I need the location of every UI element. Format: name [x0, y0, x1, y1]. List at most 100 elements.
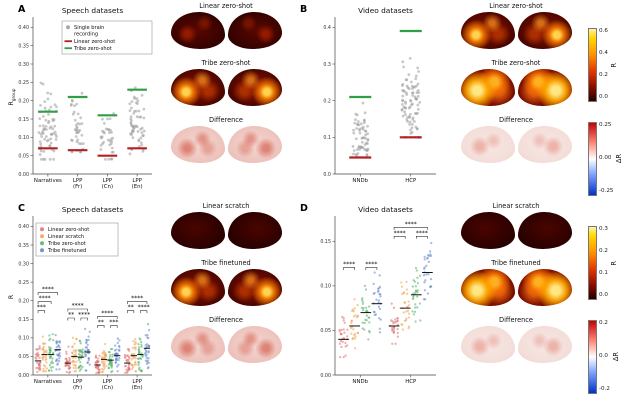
- panel-c-brain-maps: Linear scratch Tribe finetuned Differenc…: [156, 202, 296, 373]
- svg-text:Linear scratch: Linear scratch: [48, 234, 84, 240]
- chart-title: Video datasets: [358, 6, 413, 15]
- data-points: [34, 323, 151, 375]
- svg-text:0.15: 0.15: [18, 117, 29, 123]
- svg-text:LPP: LPP: [73, 379, 83, 385]
- colorbar-ticks: 0.2 0.0 -0.2: [599, 320, 610, 393]
- brain-pair: [460, 212, 572, 249]
- colorbar-diverging-gradient: [588, 122, 597, 196]
- brain-left-hemisphere: [170, 12, 225, 49]
- brain-left-hemisphere: [170, 69, 225, 106]
- colorbar-r-video-zeroshot: 0.6 0.4 0.2 0.0 R: [588, 28, 618, 102]
- svg-text:0.40: 0.40: [18, 25, 29, 31]
- data-points: [37, 81, 147, 161]
- panel-d-brain-maps: Linear scratch Tribe finetuned Differenc…: [446, 202, 586, 373]
- svg-text:0.10: 0.10: [320, 284, 331, 290]
- axes: 0.00 0.05 0.10 0.15 0.20 0.25 0.30 0.35 0.40 Narr…: [8, 216, 152, 391]
- axes: 0.0 0.1 0.2 0.3 0.4 NNDb HCP: [323, 17, 436, 184]
- panel-c-label: C: [18, 203, 25, 214]
- svg-text:0.15: 0.15: [18, 317, 29, 323]
- chart-title: Speech datasets: [62, 6, 124, 15]
- colorbar-diverging-gradient: [588, 320, 597, 394]
- svg-text:0.05: 0.05: [320, 328, 331, 334]
- data-points: [349, 29, 422, 159]
- panel-d-label: D: [300, 203, 308, 214]
- svg-text:****: ****: [365, 261, 377, 268]
- svg-text:0.00: 0.00: [320, 373, 331, 379]
- svg-text:(En): (En): [132, 385, 143, 391]
- brain-row-title: Difference: [499, 116, 533, 124]
- brain-left-hemisphere: [460, 269, 515, 306]
- svg-text:0.0: 0.0: [323, 172, 331, 178]
- svg-text:0.20: 0.20: [18, 299, 29, 305]
- brain-row-difference: Difference: [446, 316, 586, 363]
- svg-text:(Fr): (Fr): [73, 385, 82, 391]
- brain-right-hemisphere: [517, 12, 572, 49]
- brain-left-hemisphere: [170, 269, 225, 306]
- brain-pair: [170, 126, 282, 163]
- brain-row-title: Tribe finetuned: [201, 259, 251, 267]
- svg-text:Tribe finetuned: Tribe finetuned: [47, 248, 86, 254]
- svg-text:0.40: 0.40: [18, 224, 29, 230]
- brain-row-difference: Difference: [156, 116, 296, 163]
- brain-right-hemisphere: [227, 126, 282, 163]
- svg-text:****: ****: [394, 230, 406, 237]
- brain-row-title: Difference: [209, 116, 243, 124]
- svg-text:0.15: 0.15: [320, 239, 331, 245]
- brain-pair: [170, 212, 282, 249]
- svg-text:****: ****: [343, 261, 355, 268]
- brain-row-title: Tribe zero-shot: [201, 59, 251, 67]
- colorbar-r-video-finetuned: 0.3 0.2 0.1 0.0 R: [588, 226, 618, 300]
- svg-text:***: ***: [37, 304, 46, 311]
- svg-text:0.25: 0.25: [18, 280, 29, 286]
- svg-text:**: **: [128, 304, 134, 311]
- svg-text:****: ****: [39, 295, 51, 302]
- svg-text:Tribe zero-shot: Tribe zero-shot: [73, 46, 112, 52]
- brain-left-hemisphere: [460, 126, 515, 163]
- svg-text:(Cn): (Cn): [102, 184, 113, 190]
- axes: 0.00 0.05 0.10 0.15 NNDb HCP: [320, 216, 436, 385]
- brain-row-title: Linear zero-shot: [489, 2, 543, 10]
- svg-text:LPP: LPP: [132, 178, 142, 184]
- svg-text:****: ****: [72, 303, 84, 310]
- colorbar-label: R: [609, 62, 618, 68]
- significance-annotations: **** **** **** **** ****: [343, 221, 428, 270]
- colorbar-ticks: 0.25 0.00 -0.25: [599, 122, 614, 195]
- brain-left-hemisphere: [170, 326, 225, 363]
- brain-row-tribe-zero-shot: Tribe zero-shot: [156, 59, 296, 106]
- brain-left-hemisphere: [170, 126, 225, 163]
- data-points: [338, 241, 433, 359]
- brain-left-hemisphere: [460, 212, 515, 249]
- svg-text:NNDb: NNDb: [352, 379, 368, 385]
- svg-text:****: ****: [78, 312, 90, 319]
- svg-text:0.00: 0.00: [18, 172, 29, 178]
- brain-right-hemisphere: [227, 269, 282, 306]
- colorbar-hot-gradient: [588, 226, 597, 300]
- brain-left-hemisphere: [170, 212, 225, 249]
- brain-right-hemisphere: [517, 269, 572, 306]
- brain-row-linear-scratch: Linear scratch: [156, 202, 296, 249]
- colorbar-hot-gradient: [588, 28, 597, 102]
- brain-right-hemisphere: [227, 12, 282, 49]
- brain-right-hemisphere: [227, 326, 282, 363]
- brain-left-hemisphere: [460, 12, 515, 49]
- brain-row-tribe-finetuned: Tribe finetuned: [156, 259, 296, 306]
- svg-text:Linear zero-shot: Linear zero-shot: [74, 39, 115, 45]
- svg-text:0.25: 0.25: [18, 80, 29, 86]
- svg-text:0.35: 0.35: [18, 243, 29, 249]
- brain-row-title: Linear scratch: [202, 202, 250, 210]
- brain-row-title: Tribe finetuned: [491, 259, 541, 267]
- brain-row-linear-zero-shot: Linear zero-shot: [446, 2, 586, 49]
- svg-text:0.00: 0.00: [18, 373, 29, 379]
- svg-text:****: ****: [405, 221, 417, 228]
- svg-text:***: ***: [109, 319, 118, 326]
- brain-row-difference: Difference: [446, 116, 586, 163]
- svg-text:Linear zero-shot: Linear zero-shot: [48, 227, 89, 233]
- svg-text:Single brain: Single brain: [74, 25, 104, 31]
- axes: 0.00 0.05 0.10 0.15 0.20 0.25 0.30 0.35 0.40 Narr…: [8, 17, 152, 190]
- svg-text:****: ****: [131, 295, 143, 302]
- brain-right-hemisphere: [517, 212, 572, 249]
- svg-text:LPP: LPP: [73, 178, 83, 184]
